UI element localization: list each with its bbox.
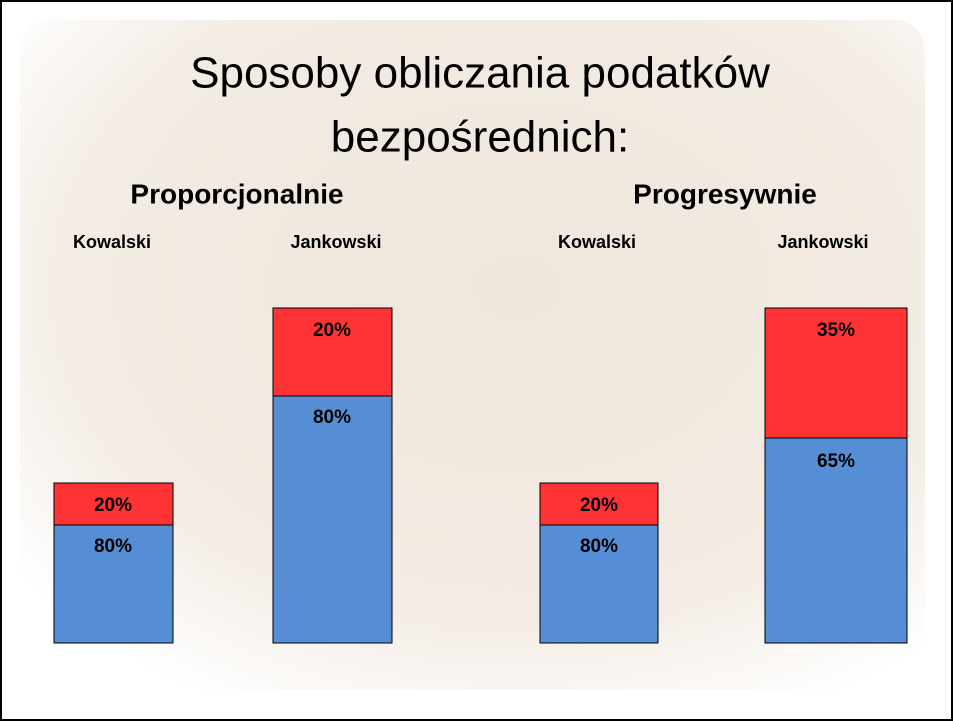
person-name: Jankowski <box>777 232 868 252</box>
tax-box <box>272 307 393 397</box>
tax-box <box>539 482 659 526</box>
rest-label: 65% <box>817 451 855 472</box>
rest-box <box>53 524 174 644</box>
rest-label: 80% <box>94 536 132 557</box>
rest-box <box>539 524 659 644</box>
rest-label: 80% <box>580 536 618 557</box>
title-line: bezpośrednich: <box>331 113 629 162</box>
tax-box <box>764 307 908 439</box>
rest-label: 80% <box>313 407 351 428</box>
title-line: Sposoby obliczania podatków <box>190 49 770 98</box>
rest-box <box>764 437 908 644</box>
background-image <box>20 20 925 690</box>
tax-label: 20% <box>580 495 618 516</box>
person-name: Kowalski <box>558 232 636 252</box>
tax-label: 20% <box>313 320 351 341</box>
person-name: Kowalski <box>73 232 151 252</box>
group-heading: Proporcjonalnie <box>130 178 343 209</box>
tax-label: 20% <box>94 495 132 516</box>
tax-label: 35% <box>817 320 855 341</box>
group-heading: Progresywnie <box>633 178 817 209</box>
person-name: Jankowski <box>290 232 381 252</box>
rest-box <box>272 395 393 644</box>
